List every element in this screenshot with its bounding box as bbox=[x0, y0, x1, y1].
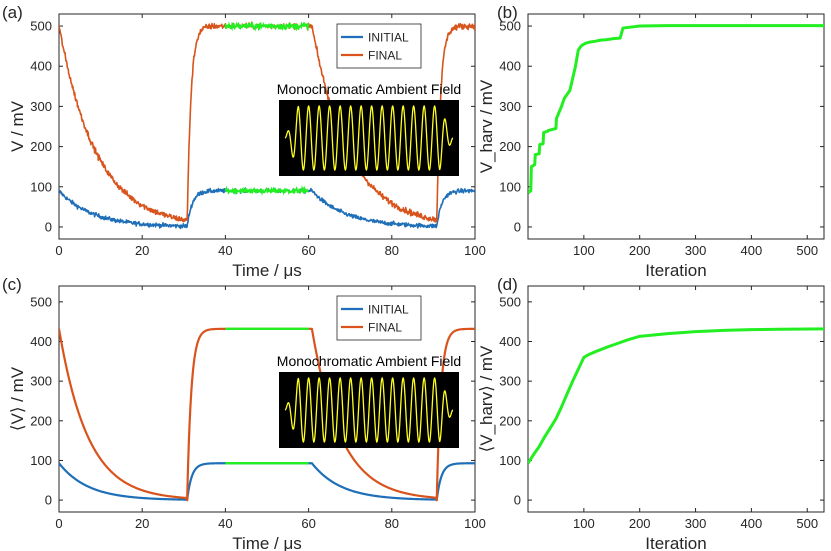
x-tick-label: 400 bbox=[741, 516, 763, 531]
y-tick-label: 200 bbox=[499, 139, 521, 154]
x-axis-label: Iteration bbox=[645, 534, 706, 551]
x-tick-label: 40 bbox=[218, 516, 232, 531]
legend-entry: FINAL bbox=[368, 321, 402, 335]
y-axis-label: ⟨V_harv⟩ / mV bbox=[477, 345, 496, 452]
x-tick-label: 0 bbox=[55, 243, 62, 258]
x-tick-label: 100 bbox=[464, 516, 486, 531]
y-tick-label: 300 bbox=[30, 99, 52, 114]
x-tick-label: 20 bbox=[135, 516, 149, 531]
inset-waveform bbox=[284, 376, 454, 444]
y-tick-label: 0 bbox=[514, 493, 521, 508]
series-line-vharv bbox=[528, 24, 824, 195]
x-tick-label: 60 bbox=[301, 243, 315, 258]
y-tick-label: 300 bbox=[499, 99, 521, 114]
x-axis-label: Time / μs bbox=[232, 261, 302, 280]
legend-entry: INITIAL bbox=[368, 31, 409, 45]
y-tick-label: 400 bbox=[499, 334, 521, 349]
x-tick-label: 40 bbox=[218, 243, 232, 258]
x-axis-label: Iteration bbox=[645, 261, 706, 280]
y-tick-label: 500 bbox=[499, 294, 521, 309]
y-tick-label: 400 bbox=[499, 59, 521, 74]
y-tick-label: 300 bbox=[30, 374, 52, 389]
y-tick-label: 100 bbox=[499, 453, 521, 468]
panel-c: 0 20 40 60 80 100 0 100 200 300 400 500 Time / μs ⟨V⟩… bbox=[2, 275, 486, 551]
legend-box bbox=[336, 295, 422, 341]
inset-title: Monochromatic Ambient Field bbox=[277, 353, 461, 369]
x-tick-label: 300 bbox=[685, 516, 707, 531]
y-axis-label: ⟨V⟩ / mV bbox=[8, 366, 27, 431]
y-tick-label: 0 bbox=[45, 219, 52, 234]
x-tick-label: 500 bbox=[796, 243, 818, 258]
panel-label: (a) bbox=[2, 3, 23, 22]
series-group bbox=[59, 327, 475, 502]
panel-label: (c) bbox=[2, 275, 22, 294]
series-group bbox=[528, 24, 824, 195]
inset-title: Monochromatic Ambient Field bbox=[277, 81, 461, 97]
x-tick-label: 300 bbox=[685, 243, 707, 258]
inset: Monochromatic Ambient Field bbox=[277, 81, 461, 176]
legend: INITIAL FINAL bbox=[336, 23, 422, 69]
panel-b: 100 200 300 400 500 0 100 200 300 400 500 Iteration… bbox=[477, 3, 825, 280]
plot-area bbox=[527, 285, 825, 513]
x-tick-label: 400 bbox=[741, 243, 763, 258]
series-group bbox=[528, 327, 824, 465]
panel-a: 0 20 40 60 80 100 0 100 200 300 400 500 Time / μs V /… bbox=[2, 3, 486, 280]
y-tick-label: 200 bbox=[30, 413, 52, 428]
series-highlight-final bbox=[224, 21, 310, 32]
x-tick-label: 200 bbox=[629, 243, 651, 258]
legend-entry: INITIAL bbox=[368, 303, 409, 317]
inset-waveform bbox=[284, 104, 454, 172]
panel-label: (b) bbox=[497, 3, 518, 22]
panel-d: 100 200 300 400 500 0 100 200 300 400 500 Iteration… bbox=[477, 275, 825, 551]
x-tick-label: 500 bbox=[796, 516, 818, 531]
y-axis-label: V / mV bbox=[8, 100, 27, 152]
y-tick-label: 0 bbox=[45, 493, 52, 508]
series-line-vharv bbox=[528, 327, 824, 465]
series-highlight-initial bbox=[224, 185, 309, 196]
y-axis-label: V_harv / mV bbox=[477, 79, 496, 173]
y-tick-label: 400 bbox=[30, 334, 52, 349]
x-tick-label: 60 bbox=[301, 516, 315, 531]
x-axis-label: Time / μs bbox=[232, 534, 302, 551]
y-tick-label: 400 bbox=[30, 59, 52, 74]
legend-box bbox=[336, 23, 422, 69]
y-tick-label: 100 bbox=[499, 179, 521, 194]
y-tick-label: 200 bbox=[30, 139, 52, 154]
y-tick-label: 300 bbox=[499, 374, 521, 389]
x-tick-label: 80 bbox=[385, 516, 399, 531]
y-tick-label: 500 bbox=[30, 19, 52, 34]
x-tick-label: 80 bbox=[385, 243, 399, 258]
y-tick-label: 200 bbox=[499, 413, 521, 428]
x-tick-label: 0 bbox=[55, 516, 62, 531]
y-tick-label: 100 bbox=[30, 179, 52, 194]
x-tick-label: 100 bbox=[464, 243, 486, 258]
y-tick-label: 0 bbox=[514, 219, 521, 234]
series-group bbox=[59, 21, 475, 230]
x-tick-label: 100 bbox=[573, 243, 595, 258]
y-tick-label: 500 bbox=[30, 294, 52, 309]
panel-label: (d) bbox=[497, 275, 518, 294]
x-tick-label: 20 bbox=[135, 243, 149, 258]
legend: INITIAL FINAL bbox=[336, 295, 422, 341]
x-tick-label: 200 bbox=[629, 516, 651, 531]
x-tick-label: 100 bbox=[573, 516, 595, 531]
y-tick-label: 500 bbox=[499, 19, 521, 34]
legend-entry: FINAL bbox=[368, 49, 402, 63]
y-tick-label: 100 bbox=[30, 453, 52, 468]
plot-area bbox=[527, 13, 825, 240]
inset: Monochromatic Ambient Field bbox=[277, 353, 461, 448]
